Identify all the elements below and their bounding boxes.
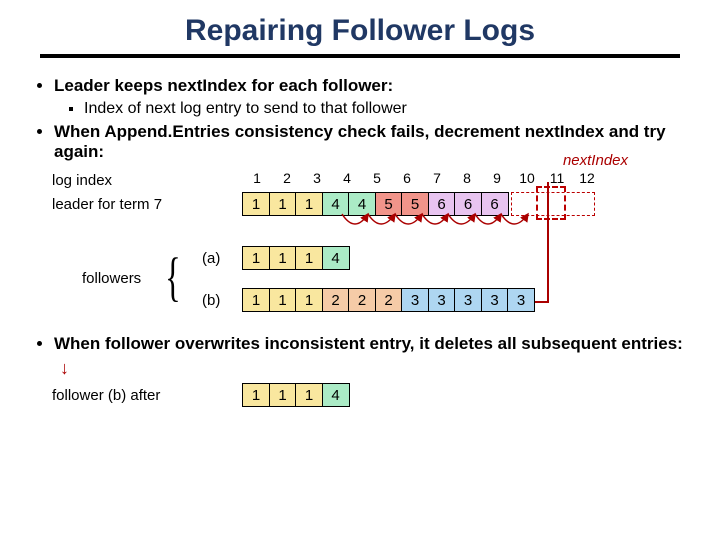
nextindex-label: nextIndex	[563, 152, 628, 169]
bullet-1: Leader keeps nextIndex for each follower…	[54, 76, 688, 118]
log-cell: 1	[242, 383, 270, 407]
after-label: follower (b) after	[52, 387, 212, 404]
log-cell: 1	[295, 383, 323, 407]
bullet-2: When Append.Entries consistency check fa…	[54, 122, 688, 162]
bullet-1-text: Leader keeps nextIndex for each follower…	[54, 76, 393, 95]
log-cell: 1	[242, 246, 270, 270]
log-cell: 4	[322, 383, 350, 407]
leader-label: leader for term 7	[52, 196, 212, 213]
log-cell: 2	[375, 288, 403, 312]
diagram-2: follower (b) after 1114	[52, 383, 688, 423]
page-title: Repairing Follower Logs	[40, 0, 680, 58]
content-area: Leader keeps nextIndex for each follower…	[0, 58, 720, 423]
row-after: 1114	[242, 383, 348, 407]
log-cell: 3	[401, 288, 429, 312]
row-b-label: (b)	[202, 292, 220, 309]
row-b: 11122233333	[242, 288, 534, 312]
log-cell: 3	[507, 288, 535, 312]
bullet-1a: Index of next log entry to send to that …	[84, 100, 688, 118]
followers-label: followers	[82, 270, 141, 287]
log-cell: 3	[454, 288, 482, 312]
brace-icon: {	[165, 250, 181, 304]
log-cell: 1	[242, 288, 270, 312]
log-cell: 1	[269, 288, 297, 312]
down-arrow-icon: ↓	[60, 358, 69, 378]
bullet-list: Leader keeps nextIndex for each follower…	[32, 76, 688, 162]
log-cell: 1	[269, 383, 297, 407]
log-cell: 1	[295, 288, 323, 312]
row-a: 1114	[242, 246, 348, 270]
log-cell: 1	[269, 246, 297, 270]
logindex-label: log index	[52, 172, 192, 189]
log-cell: 4	[322, 246, 350, 270]
log-cell: 3	[428, 288, 456, 312]
log-cell: 2	[348, 288, 376, 312]
log-cell: 3	[481, 288, 509, 312]
row-a-label: (a)	[202, 250, 220, 267]
log-cell: 2	[322, 288, 350, 312]
log-cell: 1	[295, 246, 323, 270]
